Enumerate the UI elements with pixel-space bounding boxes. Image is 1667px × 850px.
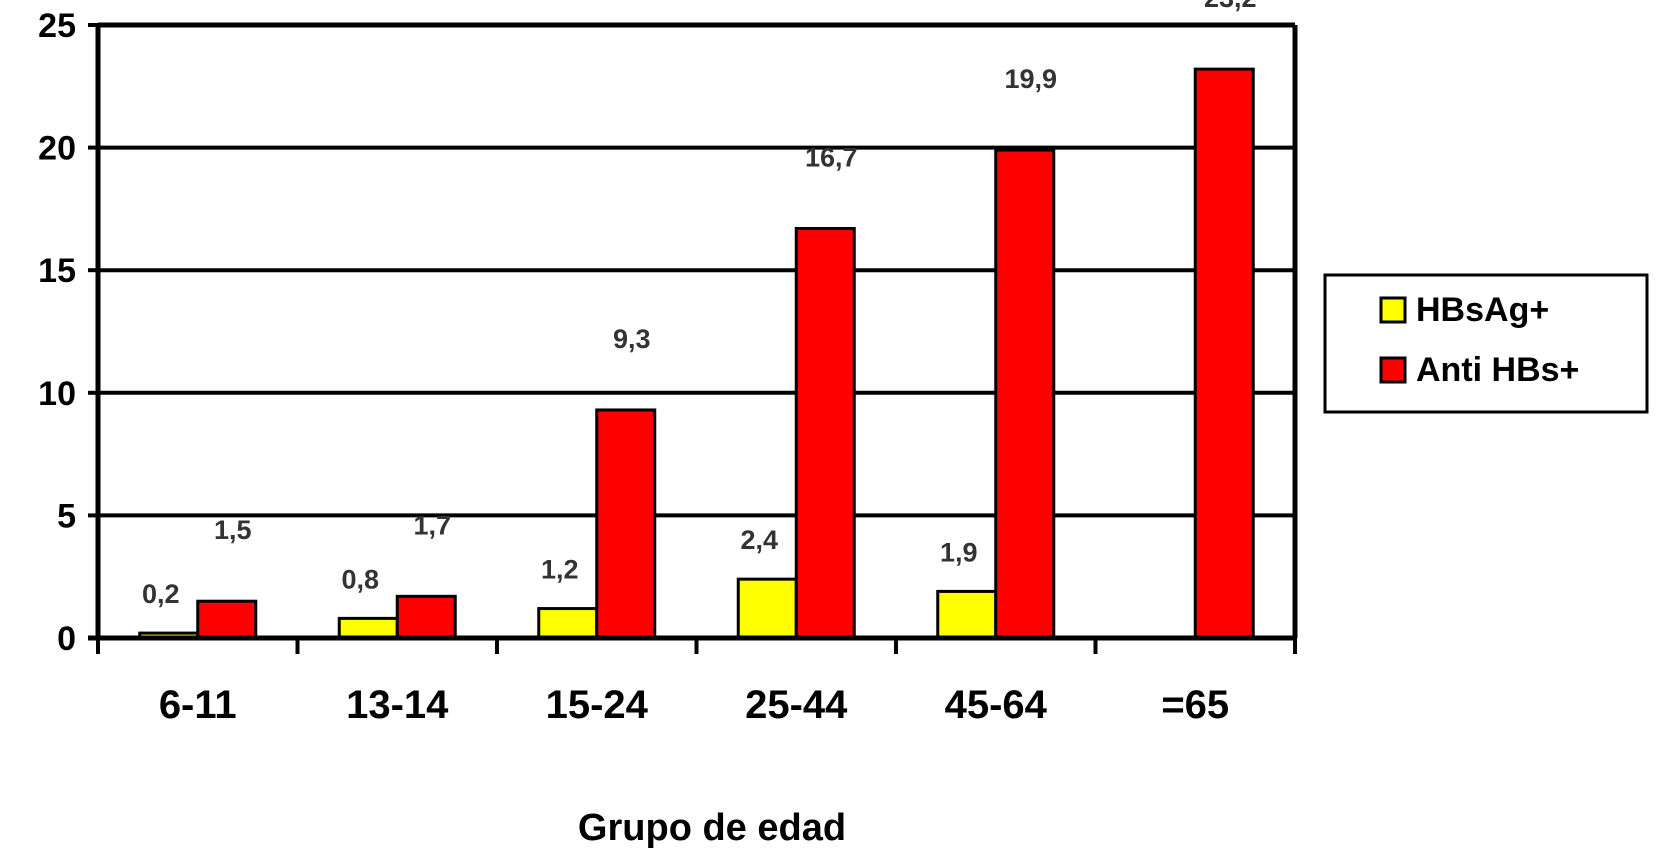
bar-hbsag- xyxy=(736,577,798,640)
data-label: 1,5 xyxy=(214,515,252,545)
bar-anti-hbs- xyxy=(196,599,258,640)
legend-swatch xyxy=(1379,356,1407,384)
bar-anti-hbs- xyxy=(794,227,856,640)
legend-label: Anti HBs+ xyxy=(1416,351,1579,389)
y-tick-label: 0 xyxy=(57,620,76,658)
data-label: 1,7 xyxy=(413,510,451,540)
y-tick-label: 5 xyxy=(57,497,76,535)
data-label: 2,4 xyxy=(740,525,778,555)
data-label: 0,2 xyxy=(142,579,180,609)
data-label: 1,2 xyxy=(541,555,579,585)
x-axis-categories: 6-11 13-14 15-24 25-44 45-64 =65 xyxy=(159,683,1229,727)
data-label: 16,7 xyxy=(805,143,858,173)
x-category-label: 15-24 xyxy=(546,683,649,727)
x-category-label: =65 xyxy=(1161,683,1229,727)
bar-anti-hbs- xyxy=(1193,67,1255,640)
y-axis-ticks: 0 5 10 15 20 25 xyxy=(38,7,98,658)
y-tick-label: 25 xyxy=(38,7,76,45)
axes xyxy=(88,22,1298,654)
y-tick-label: 10 xyxy=(38,375,76,413)
bar-anti-hbs- xyxy=(395,594,457,640)
data-label: 9,3 xyxy=(613,324,651,354)
legend-swatch xyxy=(1379,296,1407,324)
bar-hbsag- xyxy=(537,607,599,640)
bar-hbsag- xyxy=(936,589,998,640)
y-tick-label: 20 xyxy=(38,130,76,168)
data-label: 1,9 xyxy=(940,537,978,567)
bar-hbsag- xyxy=(337,616,399,640)
data-label: 19,9 xyxy=(1004,64,1057,94)
x-axis-label: Grupo de edad xyxy=(578,807,846,849)
bars xyxy=(138,67,1255,640)
data-label: 0,8 xyxy=(341,564,379,594)
x-category-label: 13-14 xyxy=(346,683,449,727)
legend-box xyxy=(1323,273,1649,414)
legend: HBsAg+ Anti HBs+ xyxy=(1323,273,1649,414)
y-tick-label: 15 xyxy=(38,252,76,290)
x-category-label: 6-11 xyxy=(159,683,237,727)
bar-anti-hbs- xyxy=(994,148,1056,640)
data-labels: 0,2 0,8 1,2 2,4 1,9 1,5 1,7 9,3 16,7 19,9 23,2 xyxy=(142,0,1257,609)
data-label: 23,2 xyxy=(1204,0,1257,13)
x-category-label: 25-44 xyxy=(745,683,848,727)
gridlines xyxy=(98,23,1295,518)
x-category-label: 45-64 xyxy=(945,683,1048,727)
legend-label: HBsAg+ xyxy=(1416,291,1549,329)
bar-anti-hbs- xyxy=(595,408,657,640)
